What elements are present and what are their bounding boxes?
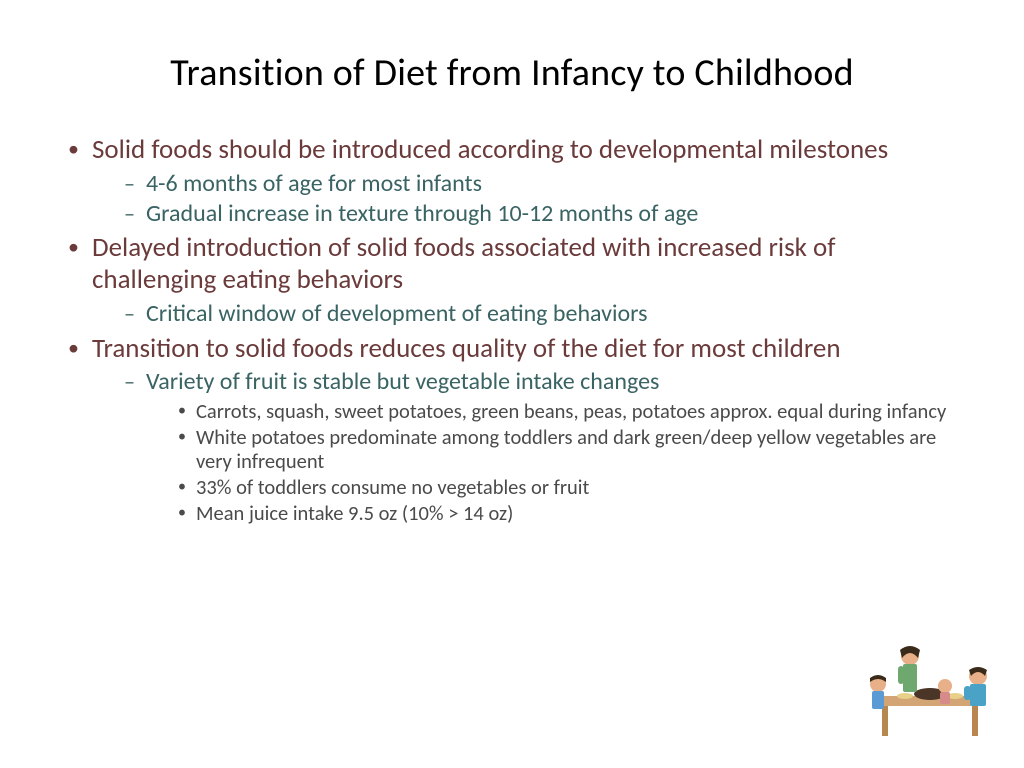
bullet-level2: Critical window of development of eating… [120,300,964,328]
bullet-text: Mean juice intake 9.5 oz (10% > 14 oz) [196,501,964,525]
bullet-sublist: Critical window of development of eating… [92,300,964,328]
bullet-list: Solid foods should be introduced accordi… [60,134,964,526]
family-dinner-icon [860,634,1000,744]
bullet-text: White potatoes predominate among toddler… [196,425,964,473]
bullet-level2: Variety of fruit is stable but vegetable… [120,368,964,525]
bullet-sublist: 4-6 months of age for most infants Gradu… [92,170,964,229]
bullet-subsublist: Carrots, squash, sweet potatoes, green b… [146,399,964,526]
bullet-level3: White potatoes predominate among toddler… [174,425,964,473]
bullet-text: Variety of fruit is stable but vegetable… [146,368,964,396]
bullet-level1: Transition to solid foods reduces qualit… [60,333,964,526]
bullet-level3: Carrots, squash, sweet potatoes, green b… [174,399,964,423]
bullet-level2: Gradual increase in texture through 10-1… [120,200,964,228]
slide-title: Transition of Diet from Infancy to Child… [60,50,964,96]
family-dinner-illustration [860,634,1000,744]
bullet-text: Transition to solid foods reduces qualit… [92,333,964,365]
slide-container: Transition of Diet from Infancy to Child… [0,0,1024,570]
bullet-level3: Mean juice intake 9.5 oz (10% > 14 oz) [174,501,964,525]
bullet-text: Delayed introduction of solid foods asso… [92,232,964,296]
bullet-text: Carrots, squash, sweet potatoes, green b… [196,399,964,423]
bullet-level1: Delayed introduction of solid foods asso… [60,232,964,328]
bullet-level2: 4-6 months of age for most infants [120,170,964,198]
bullet-text: Critical window of development of eating… [146,300,964,328]
bullet-text: Gradual increase in texture through 10-1… [146,200,964,228]
bullet-text: 4-6 months of age for most infants [146,170,964,198]
bullet-level3: 33% of toddlers consume no vegetables or… [174,475,964,499]
bullet-text: Solid foods should be introduced accordi… [92,134,964,166]
bullet-text: 33% of toddlers consume no vegetables or… [196,475,964,499]
bullet-level1: Solid foods should be introduced accordi… [60,134,964,228]
bullet-sublist: Variety of fruit is stable but vegetable… [92,368,964,525]
